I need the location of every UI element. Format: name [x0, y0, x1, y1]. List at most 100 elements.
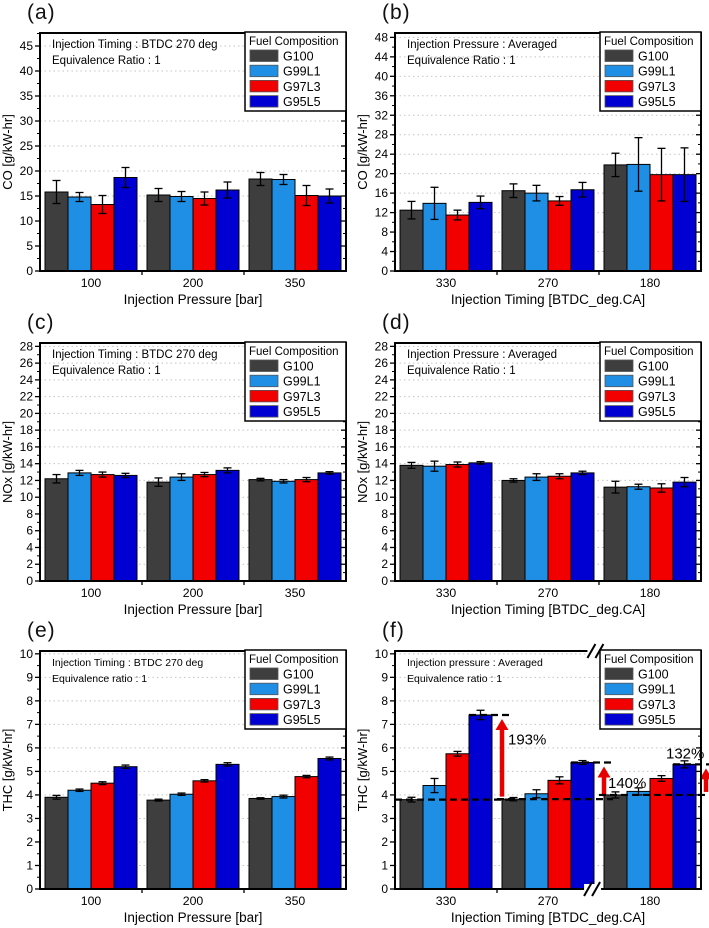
legend-label: G95L5 — [283, 713, 321, 727]
bar-G100-270 — [501, 479, 526, 582]
x-tick-label: 330 — [436, 586, 457, 600]
y-tick-label: 20 — [375, 167, 389, 181]
y-tick-label: 12 — [375, 206, 389, 220]
y-tick-label: 16 — [20, 440, 34, 454]
y-tick-label: 8 — [381, 225, 388, 239]
y-tick-label: 6 — [26, 524, 33, 538]
y-tick-label: 10 — [20, 647, 34, 661]
bar-G100-270 — [501, 190, 526, 272]
legend-swatch-G95L5 — [604, 405, 634, 418]
y-tick-label: 9 — [381, 670, 388, 684]
panel-label-a: (a) — [27, 1, 56, 24]
y-tick-label: 20 — [375, 406, 389, 420]
x-tick-label: 100 — [81, 276, 102, 290]
y-tick-label: 2 — [26, 557, 33, 571]
bar-G97L3-200 — [192, 474, 217, 582]
y-tick-label: 8 — [381, 694, 388, 708]
bar-G99L1-350 — [271, 480, 296, 582]
y-tick-label: 12 — [375, 473, 389, 487]
legend-swatch-G97L3 — [604, 80, 634, 93]
x-tick-label: 270 — [538, 894, 559, 908]
legend-label: G95L5 — [638, 405, 676, 419]
y-tick-label: 25 — [20, 139, 34, 153]
legend-label: G100 — [638, 668, 669, 682]
condition-text: Injection pressure : Averaged — [407, 657, 543, 669]
legend-label: G99L1 — [283, 683, 321, 697]
bar-G95L5-330 — [468, 201, 493, 272]
bar-G95L5-180 — [672, 763, 697, 890]
y-axis-title: NOx [g/kW-hr] — [355, 421, 370, 503]
condition-text: Equivalence Ratio : 1 — [52, 365, 161, 377]
x-axis-title: Injection Pressure [bar] — [124, 292, 263, 307]
y-tick-label: 44 — [375, 50, 389, 64]
bar-G97L3-200 — [192, 198, 217, 272]
y-tick-label: 4 — [381, 540, 388, 554]
x-axis-title: Injection Timing [BTDC_deg.CA] — [451, 602, 645, 617]
legend-swatch-G97L3 — [249, 390, 279, 403]
x-tick-label: 200 — [183, 894, 204, 908]
y-axis-title: CO [g/kW-hr] — [355, 114, 370, 190]
y-tick-label: 2 — [381, 835, 388, 849]
y-tick-label: 8 — [26, 507, 33, 521]
bars — [399, 136, 697, 272]
legend-title: Fuel Composition — [604, 36, 693, 48]
plot-border — [394, 342, 702, 582]
bar-G100-100 — [44, 478, 69, 582]
panel-e: 0 1 2 3 4 5 6 7 8 9 10 100 200 350 Injection Pressure … — [0, 618, 354, 928]
bar-G95L5-100 — [113, 766, 138, 890]
x-tick-label: 350 — [285, 276, 306, 290]
y-tick-label: 4 — [381, 245, 388, 259]
bar-G100-200 — [146, 799, 171, 890]
bar-G97L3-200 — [192, 780, 217, 890]
legend-swatch-G95L5 — [249, 95, 279, 108]
bar-G99L1-330 — [422, 465, 447, 582]
bar-G95L5-180 — [672, 481, 697, 582]
y-tick-label: 4 — [381, 788, 388, 802]
y-axis-title: THC [g/kW-hr] — [0, 729, 15, 812]
bar-G95L5-330 — [468, 462, 493, 582]
x-tick-label: 200 — [183, 276, 204, 290]
condition-text: Injection Timing : BTDC 270 deg — [52, 657, 203, 669]
bars — [399, 460, 697, 582]
legend-swatch-G99L1 — [249, 682, 279, 696]
y-tick-label: 0 — [26, 264, 33, 278]
y-tick-label: 2 — [26, 835, 33, 849]
panel-d: 0 2 4 6 8 10 12 14 16 18 20 22 24 26 28 330 270 180 Inject… — [355, 310, 709, 620]
bar-G99L1-180 — [626, 486, 651, 582]
bar-G99L1-200 — [169, 476, 194, 582]
bar-G100-180 — [603, 486, 628, 582]
legend-label: G97L3 — [638, 80, 676, 94]
legend-swatch-G95L5 — [604, 95, 634, 108]
bar-G95L5-200 — [215, 763, 240, 890]
legend-label: G95L5 — [638, 95, 676, 109]
legend-label: G95L5 — [283, 95, 321, 109]
plot-border — [39, 650, 347, 890]
condition-text: Equivalence ratio : 1 — [52, 673, 147, 685]
y-tick-label: 18 — [20, 423, 34, 437]
legend-swatch-G95L5 — [249, 405, 279, 418]
bar-G99L1-200 — [169, 793, 194, 890]
bar-G97L3-100 — [90, 474, 115, 582]
bar-chart-f: 193% 140% 132% 0 1 2 3 4 5 6 7 8 9 10 330 270 180 Injecti… — [355, 643, 709, 925]
bar-G100-270 — [501, 798, 526, 890]
legend-swatch-G100 — [249, 667, 279, 680]
legend-label: G99L1 — [283, 65, 321, 79]
bars — [44, 166, 342, 272]
x-tick-label: 180 — [640, 276, 661, 290]
y-tick-label: 6 — [381, 741, 388, 755]
y-tick-label: 0 — [381, 264, 388, 278]
bar-G97L3-350 — [294, 479, 319, 582]
y-tick-label: 20 — [20, 164, 34, 178]
y-tick-label: 8 — [381, 507, 388, 521]
y-tick-label: 0 — [381, 574, 388, 588]
bar-G95L5-100 — [113, 474, 138, 582]
panel-label-c: (c) — [27, 311, 55, 334]
bar-G99L1-270 — [524, 192, 549, 272]
